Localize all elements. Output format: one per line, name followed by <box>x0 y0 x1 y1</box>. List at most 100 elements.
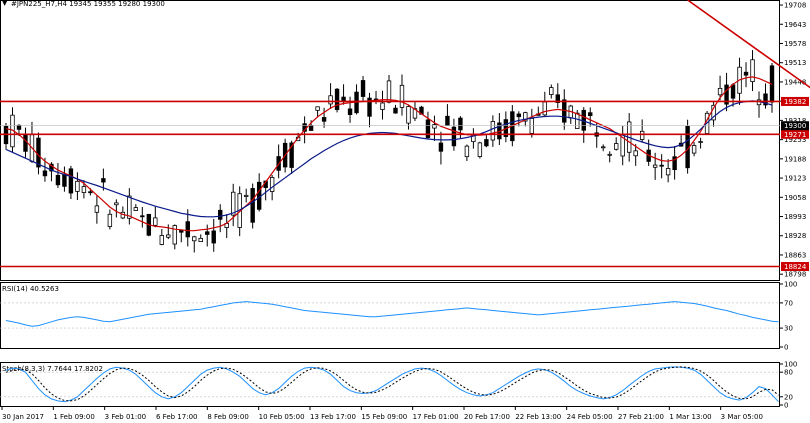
candle-bear <box>308 125 314 131</box>
candle-bear <box>205 231 210 235</box>
rsi-line <box>5 301 779 327</box>
candle-bull <box>750 59 755 83</box>
candle-bull <box>691 145 697 154</box>
slow-ma-line <box>5 100 773 218</box>
time-tick-label: 30 Jan 2017 <box>2 413 44 421</box>
price-tick-label: 19123 <box>784 175 806 183</box>
candle-bear <box>62 174 67 187</box>
candle-bull <box>652 164 658 168</box>
stoch-main-line <box>5 366 779 403</box>
candle-bear <box>360 80 366 97</box>
time-tick-label: 6 Feb 17:00 <box>156 413 197 421</box>
candle-bull <box>231 191 236 216</box>
candle-bear <box>555 94 560 103</box>
candle-bear <box>88 191 93 194</box>
time-tick-label: 27 Feb 21:00 <box>618 413 664 421</box>
candle-bear <box>763 93 768 106</box>
candle-bear <box>743 71 749 76</box>
candle-bull <box>243 194 249 197</box>
candle-bull <box>315 106 320 111</box>
price-tick-label: 18928 <box>784 232 806 240</box>
candle-bull <box>477 142 483 158</box>
candle-bear <box>341 96 346 102</box>
candle-bear <box>321 117 327 122</box>
candle-bear <box>185 221 190 238</box>
candle-bear <box>55 174 61 186</box>
candle-bull <box>575 112 580 129</box>
candle-bull <box>127 195 132 219</box>
candle-bear <box>367 97 372 117</box>
indicator-tick-label: 30 <box>784 325 793 333</box>
candle-bull <box>717 87 723 96</box>
price-tick-label: 19058 <box>784 194 806 202</box>
candle-bull <box>490 121 496 141</box>
candle-bull <box>172 225 177 245</box>
candle-bear <box>16 124 22 130</box>
indicator-tick-label: 80 <box>784 369 793 377</box>
candle-bull <box>406 106 411 124</box>
candle-bull <box>464 145 470 158</box>
candle-bull <box>698 141 703 143</box>
header-bar: ▼ #JPN225_H7,H4 19345 19355 19280 19300 <box>0 0 780 10</box>
candle-bull <box>432 124 437 129</box>
candle-bear <box>438 142 444 152</box>
indicator-title: Stoch(8,3,3) 7.7644 17.8202 <box>2 365 103 373</box>
indicator-title: RSI(14) 40.5263 <box>2 285 59 293</box>
price-tick-label: 19643 <box>784 21 806 29</box>
candle-bull <box>75 180 80 192</box>
candle-bear <box>445 115 450 126</box>
candle-bull <box>399 84 405 108</box>
time-tick-label: 8 Feb 09:00 <box>207 413 248 421</box>
price-panel: 1970819643195781951319448193831931819253… <box>0 0 810 279</box>
candle-bear <box>516 113 522 118</box>
time-tick-label: 1 Feb 09:00 <box>53 413 94 421</box>
candle-bear <box>347 108 353 115</box>
candle-bull <box>328 95 333 105</box>
candle-bear <box>101 178 106 183</box>
candle-bull <box>549 87 554 95</box>
candle-bull <box>81 186 87 193</box>
indicator-tick-label: 20 <box>784 393 793 401</box>
menu-arrow-icon[interactable]: ▼ <box>2 0 8 7</box>
panel-frame-0 <box>0 0 780 281</box>
indicator-tick-label: 0 <box>784 402 788 410</box>
time-tick-label: 10 Feb 05:00 <box>259 413 305 421</box>
candle-bull <box>614 143 619 150</box>
candle-bull <box>94 205 100 213</box>
price-tick-label: 18993 <box>784 213 806 221</box>
panel-frames <box>0 0 780 407</box>
candle-bull <box>380 102 385 110</box>
candle-bull <box>198 237 203 242</box>
price-tick-label: 19448 <box>784 78 806 86</box>
indicator-tick-label: 70 <box>784 299 793 307</box>
trendline <box>687 0 810 89</box>
candle-bull <box>711 104 716 121</box>
price-tick-label: 19513 <box>784 59 806 67</box>
current-price-tag <box>781 121 809 131</box>
candle-bull <box>523 112 528 122</box>
candle-bear <box>588 112 593 116</box>
candle-bull <box>114 202 119 206</box>
candle-bear <box>425 119 431 139</box>
candle-bull <box>665 168 671 176</box>
price-tick-label: 19318 <box>784 117 806 125</box>
price-tick-label: 19253 <box>784 136 806 144</box>
time-tick-label: 17 Feb 01:00 <box>413 413 459 421</box>
time-tick-label: 15 Feb 09:00 <box>361 413 407 421</box>
price-tick-label: 19188 <box>784 155 806 163</box>
price-tick-label: 19578 <box>784 40 806 48</box>
candle-bull <box>607 153 612 156</box>
indicator-tick-label: 0 <box>784 344 788 352</box>
candle-bear <box>211 230 216 244</box>
candle-bull <box>633 150 638 157</box>
price-tick-label: 18863 <box>784 251 806 259</box>
candle-bear <box>218 209 223 220</box>
candle-bear <box>68 168 74 194</box>
candle-bull <box>601 146 606 149</box>
rsi-panel: RSI(14) 40.5263 100 70 30 0 <box>0 281 797 352</box>
level-tag-text: 19271 <box>784 131 806 139</box>
candle-bear <box>23 134 28 152</box>
candle-bear <box>451 126 457 147</box>
